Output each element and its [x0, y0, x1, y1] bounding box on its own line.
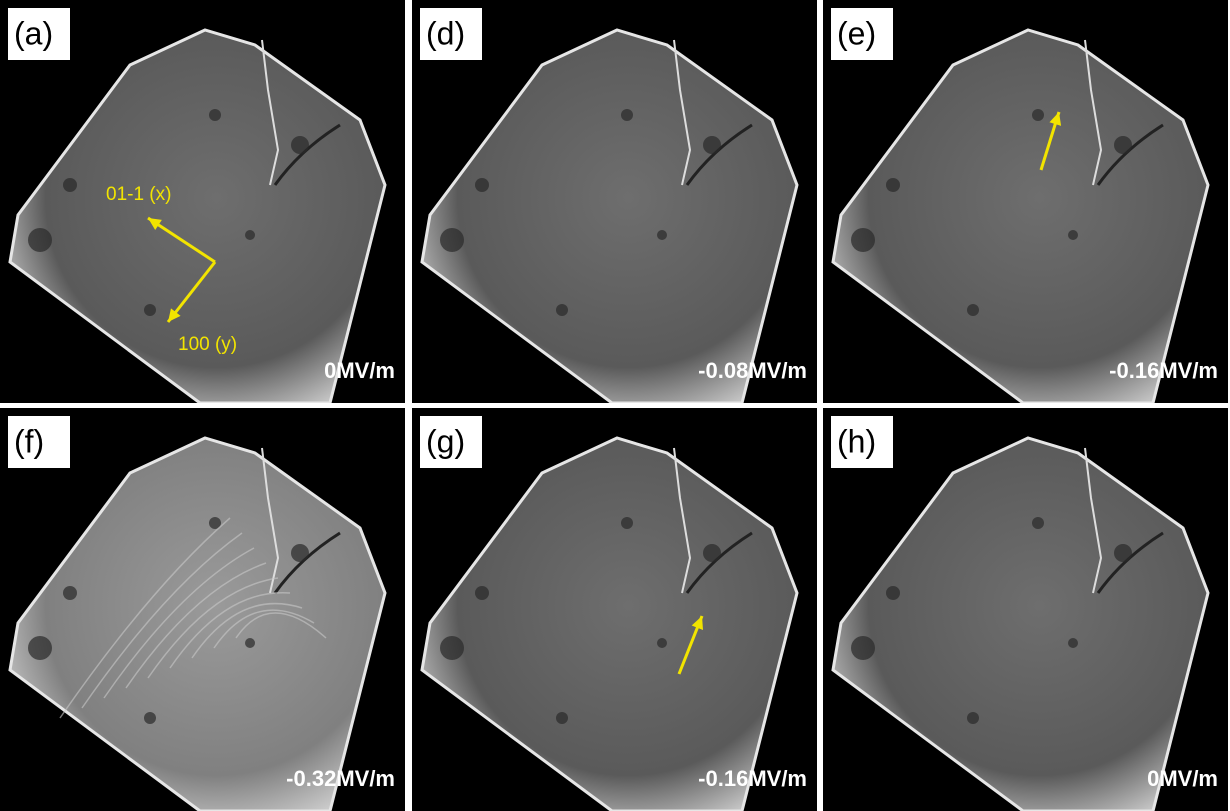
defect	[621, 517, 633, 529]
defect	[851, 228, 875, 252]
field-label: -0.32MV/m	[286, 766, 395, 791]
defect	[63, 586, 77, 600]
field-label: 0MV/m	[324, 358, 395, 383]
defect	[1114, 136, 1132, 154]
defect	[1114, 544, 1132, 562]
defect	[440, 228, 464, 252]
field-label: 0MV/m	[1147, 766, 1218, 791]
panel-label: (h)	[837, 423, 876, 459]
field-label: -0.16MV/m	[1109, 358, 1218, 383]
panel-label: (g)	[426, 423, 465, 459]
panel-label: (f)	[14, 423, 44, 459]
defect	[967, 304, 979, 316]
image-panel: (d) -0.08MV/m	[412, 0, 817, 403]
defect	[703, 136, 721, 154]
field-label: -0.08MV/m	[698, 358, 807, 383]
defect	[475, 178, 489, 192]
defect	[28, 636, 52, 660]
defect	[245, 230, 255, 240]
defect	[28, 228, 52, 252]
panel-label: (e)	[837, 15, 876, 51]
figure: (a) 0MV/m 01-1 (x) 100 (y) (d) -0.08MV/m (e) -0…	[0, 0, 1230, 811]
axis-label: 01-1 (x)	[106, 184, 171, 205]
panel-label: (a)	[14, 15, 53, 51]
defect	[245, 638, 255, 648]
defect	[621, 109, 633, 121]
defect	[886, 178, 900, 192]
defect	[556, 304, 568, 316]
axis-label: 100 (y)	[178, 334, 237, 355]
image-panel: (a) 0MV/m 01-1 (x) 100 (y)	[0, 0, 405, 403]
panel-label: (d)	[426, 15, 465, 51]
defect	[556, 712, 568, 724]
image-panel: (h) 0MV/m	[823, 408, 1228, 811]
defect	[1068, 230, 1078, 240]
defect	[440, 636, 464, 660]
defect	[291, 544, 309, 562]
defect	[657, 230, 667, 240]
defect	[1032, 109, 1044, 121]
defect	[144, 304, 156, 316]
defect	[886, 586, 900, 600]
defect	[703, 544, 721, 562]
field-label: -0.16MV/m	[698, 766, 807, 791]
defect	[1068, 638, 1078, 648]
defect	[63, 178, 77, 192]
defect	[1032, 517, 1044, 529]
defect	[657, 638, 667, 648]
image-panel: (g) -0.16MV/m	[412, 408, 817, 811]
defect	[851, 636, 875, 660]
defect	[144, 712, 156, 724]
image-panel: (e) -0.16MV/m	[823, 0, 1228, 403]
defect	[475, 586, 489, 600]
defect	[291, 136, 309, 154]
defect	[967, 712, 979, 724]
image-panel: (f) -0.32MV/m	[0, 408, 405, 811]
defect	[209, 109, 221, 121]
